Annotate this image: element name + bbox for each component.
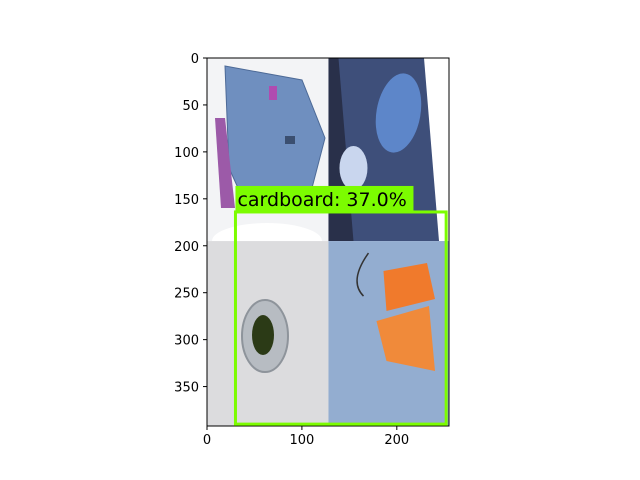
y-tick-label: 200	[174, 240, 199, 255]
y-tick-label: 0	[191, 52, 199, 67]
orange-tape-icon	[376, 306, 435, 372]
wrapper-shine-icon	[339, 146, 368, 190]
wrapper-background-icon	[424, 58, 449, 242]
y-tick-label: 100	[174, 146, 199, 161]
cardboard-mark-icon	[269, 86, 277, 100]
pen-line-icon	[356, 252, 370, 297]
wrapper-highlight-icon	[375, 73, 422, 153]
y-tick-label: 350	[174, 381, 199, 396]
orange-tape-icon	[383, 263, 435, 312]
x-tick-label: 100	[289, 433, 314, 448]
x-tick-label: 200	[384, 433, 409, 448]
nut-hole-icon	[252, 315, 274, 356]
y-tick-label: 300	[174, 334, 199, 349]
axes-frame	[206, 57, 450, 427]
cardboard-hole-icon	[285, 136, 295, 144]
y-tick-label: 150	[174, 193, 199, 208]
y-tick-label: 250	[174, 287, 199, 302]
cardboard-edge-icon	[215, 118, 235, 208]
y-tick-label: 50	[182, 99, 199, 114]
detection-label: cardboard: 37.0%	[237, 189, 406, 211]
image-axes: 0 100 200 0 50 100 150 200 250 300 350 cardboard: 3…	[174, 52, 450, 448]
detection-label-background	[235, 185, 414, 212]
x-tick-label: 0	[203, 433, 211, 448]
